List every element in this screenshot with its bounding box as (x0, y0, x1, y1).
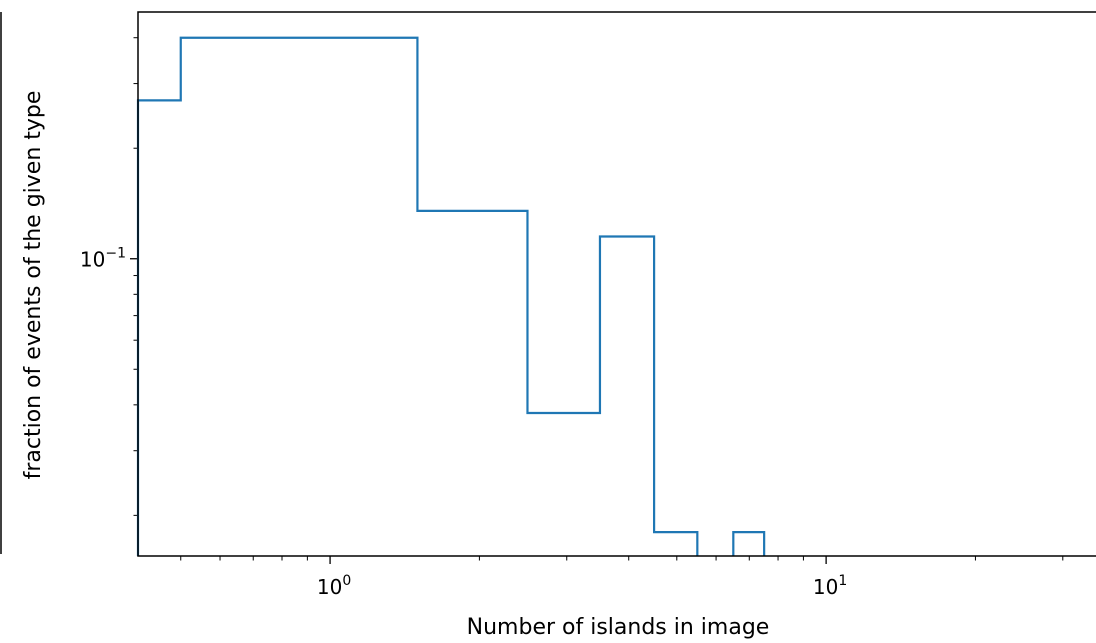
x-tick-label: 100 (317, 573, 351, 599)
ticks-layer: 100 101 10−1 (80, 37, 1064, 599)
x-axis-label: Number of islands in image (467, 615, 770, 640)
plot-frame (137, 11, 1096, 557)
x-tick-label: 101 (813, 573, 847, 599)
histogram-step-line (136, 36, 766, 556)
y-axis-label: fraction of events of the given type (21, 91, 46, 480)
y-tick-label: 10−1 (80, 246, 126, 272)
